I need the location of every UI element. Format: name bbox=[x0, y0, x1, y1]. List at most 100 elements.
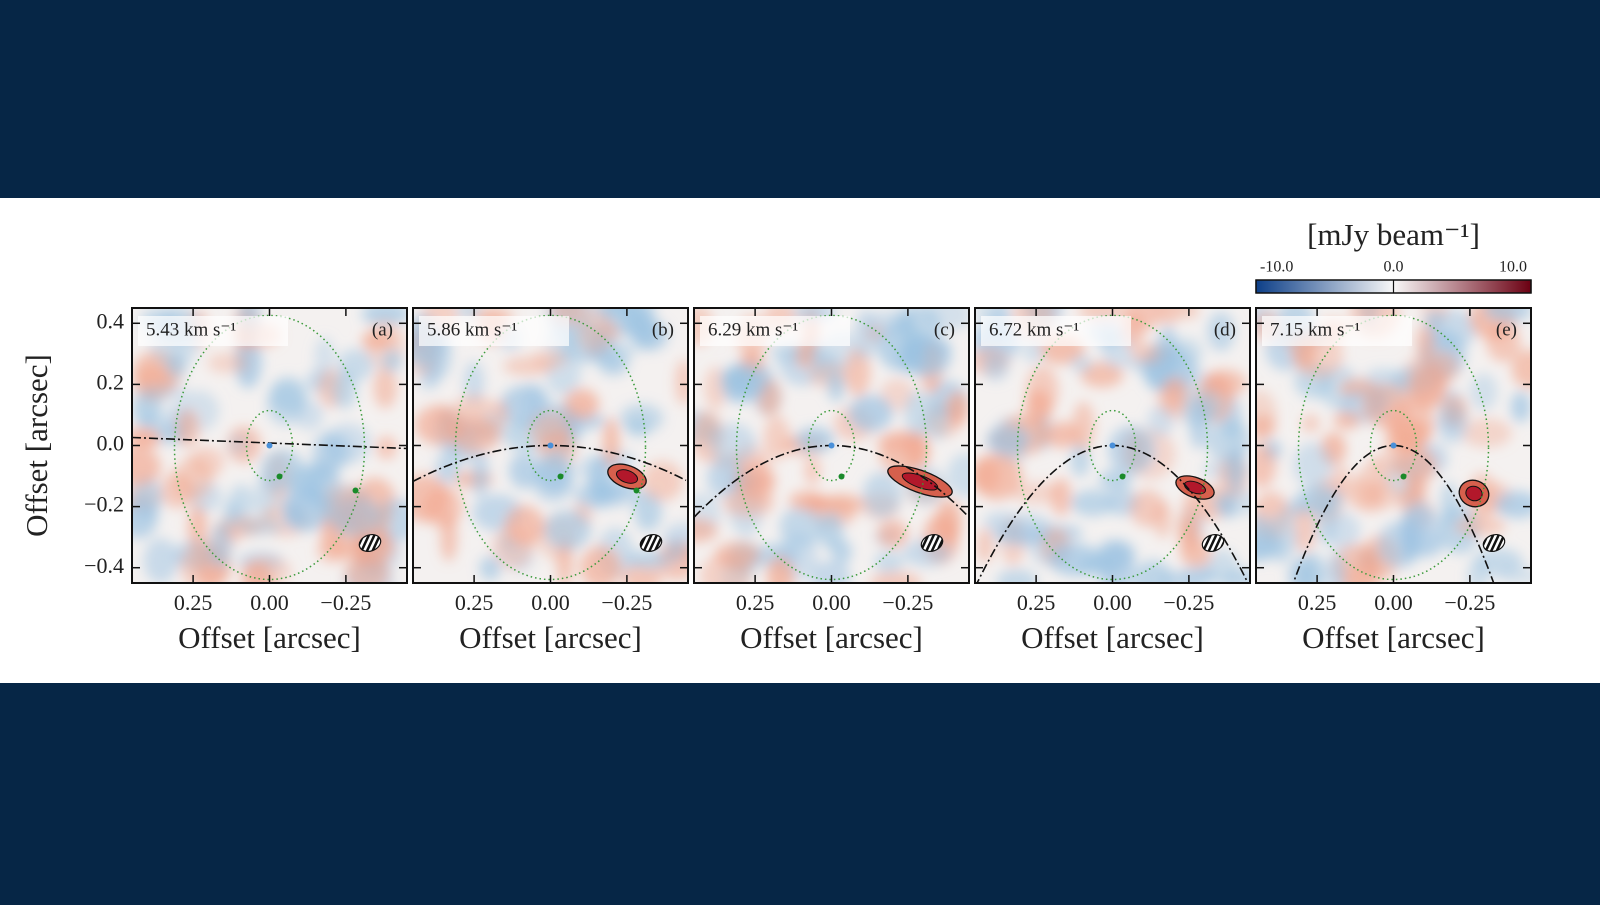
inner-ellipse bbox=[1369, 409, 1418, 482]
noise-blob bbox=[632, 319, 669, 351]
x-tick-label: 0.00 bbox=[531, 590, 570, 615]
noise-blob bbox=[260, 449, 305, 491]
velocity-background bbox=[981, 316, 1131, 346]
noise-blob bbox=[975, 452, 1023, 501]
noise-blob bbox=[1440, 481, 1459, 527]
x-tick-label: −0.25 bbox=[882, 590, 933, 615]
outer-ellipse bbox=[1016, 314, 1209, 581]
noise-blob bbox=[709, 423, 757, 465]
noise-blob bbox=[845, 347, 871, 398]
y-tick-label: 0.0 bbox=[97, 431, 125, 456]
noise-blob bbox=[598, 354, 629, 376]
noise-blob bbox=[1405, 471, 1427, 502]
noise-blob bbox=[1049, 543, 1101, 577]
noise-blob bbox=[795, 427, 835, 453]
noise-blob bbox=[946, 390, 969, 426]
noise-blob bbox=[619, 403, 664, 433]
emission-core bbox=[1465, 485, 1483, 502]
planet-marker bbox=[352, 487, 359, 494]
x-axis-label: Offset [arcsec] bbox=[1021, 620, 1204, 655]
noise-blob bbox=[1409, 364, 1447, 410]
x-tick-label: 0.00 bbox=[1093, 590, 1132, 615]
noise-blob bbox=[139, 384, 189, 401]
noise-blob bbox=[536, 450, 572, 491]
x-tick-label: −0.25 bbox=[1163, 590, 1214, 615]
beam bbox=[1482, 533, 1506, 553]
noise-blob bbox=[1158, 308, 1181, 325]
beam bbox=[639, 533, 663, 553]
noise-blob bbox=[503, 356, 554, 376]
y-tick-label: −0.4 bbox=[84, 553, 124, 578]
noise-blob bbox=[294, 399, 324, 431]
colorbar-label: [mJy beam⁻¹] bbox=[1307, 217, 1480, 252]
noise-blob bbox=[947, 452, 969, 498]
x-tick-label: 0.25 bbox=[1017, 590, 1056, 615]
noise-blob bbox=[818, 512, 844, 551]
x-tick-label: −0.25 bbox=[601, 590, 652, 615]
noise-blob bbox=[1361, 383, 1412, 429]
noise-blob bbox=[924, 308, 969, 332]
noise-blob bbox=[1156, 326, 1179, 372]
planet-marker bbox=[1119, 473, 1126, 480]
noise-blob bbox=[1171, 337, 1203, 369]
noise-blob bbox=[361, 308, 407, 326]
colorbar-tick-label: -10.0 bbox=[1260, 259, 1293, 276]
noise-blob bbox=[769, 342, 803, 364]
x-tick-label: 0.25 bbox=[174, 590, 213, 615]
noise-blob bbox=[722, 487, 775, 518]
noise-blob bbox=[132, 429, 162, 449]
noise-blob bbox=[1460, 418, 1512, 448]
noise-blob bbox=[1256, 390, 1277, 440]
noise-blob bbox=[240, 556, 292, 583]
noise-blob bbox=[675, 359, 688, 406]
planet-marker bbox=[838, 473, 845, 480]
velocity-background bbox=[138, 316, 288, 346]
beam bbox=[920, 533, 944, 553]
noise-blob bbox=[1326, 551, 1346, 583]
noise-blob bbox=[904, 390, 932, 437]
x-tick-label: 0.00 bbox=[250, 590, 289, 615]
noise-blob bbox=[596, 308, 632, 317]
noise-blob bbox=[284, 500, 305, 529]
planet-marker bbox=[633, 487, 640, 494]
outer-ellipse bbox=[173, 314, 366, 581]
noise-blob bbox=[993, 523, 1043, 546]
noise-blob bbox=[373, 366, 398, 409]
noise-blob bbox=[1024, 389, 1052, 426]
noise-blob bbox=[1323, 511, 1361, 550]
noise-blob bbox=[1129, 489, 1165, 527]
inner-ellipse bbox=[1088, 409, 1137, 482]
noise-blob bbox=[1436, 404, 1469, 445]
inner-ellipse bbox=[807, 409, 856, 482]
noise-blob bbox=[1070, 489, 1115, 517]
noise-blob bbox=[381, 349, 403, 373]
colorbar-tick-label: 0.0 bbox=[1384, 259, 1404, 276]
noise-blob bbox=[471, 449, 489, 498]
noise-blob bbox=[827, 371, 845, 402]
noise-blob bbox=[1301, 414, 1321, 433]
velocity-background bbox=[1262, 316, 1412, 346]
noise-blob bbox=[1265, 513, 1298, 564]
noise-blob bbox=[625, 550, 675, 569]
noise bbox=[1256, 308, 1531, 583]
noise-blob bbox=[694, 518, 718, 543]
x-tick-label: −0.25 bbox=[320, 590, 371, 615]
noise-blob bbox=[873, 550, 904, 574]
x-axis-label: Offset [arcsec] bbox=[178, 620, 361, 655]
noise-blob bbox=[982, 354, 1009, 381]
y-tick-label: −0.2 bbox=[84, 492, 124, 517]
noise-blob bbox=[1296, 552, 1327, 583]
noise-blob bbox=[1098, 541, 1135, 583]
noise-blob bbox=[463, 361, 485, 405]
panel-map bbox=[694, 308, 969, 583]
noise-blob bbox=[1147, 405, 1174, 437]
outer-ellipse bbox=[454, 314, 647, 581]
noise-blob bbox=[234, 336, 262, 389]
noise-blob bbox=[986, 425, 1030, 455]
velocity-label: 6.29 km s⁻¹ bbox=[708, 319, 798, 340]
noise-blob bbox=[454, 394, 494, 420]
noise-blob bbox=[223, 501, 241, 528]
noise-blob bbox=[187, 503, 208, 553]
y-axis-label: Offset [arcsec] bbox=[19, 354, 54, 537]
noise-blob bbox=[1495, 491, 1531, 519]
